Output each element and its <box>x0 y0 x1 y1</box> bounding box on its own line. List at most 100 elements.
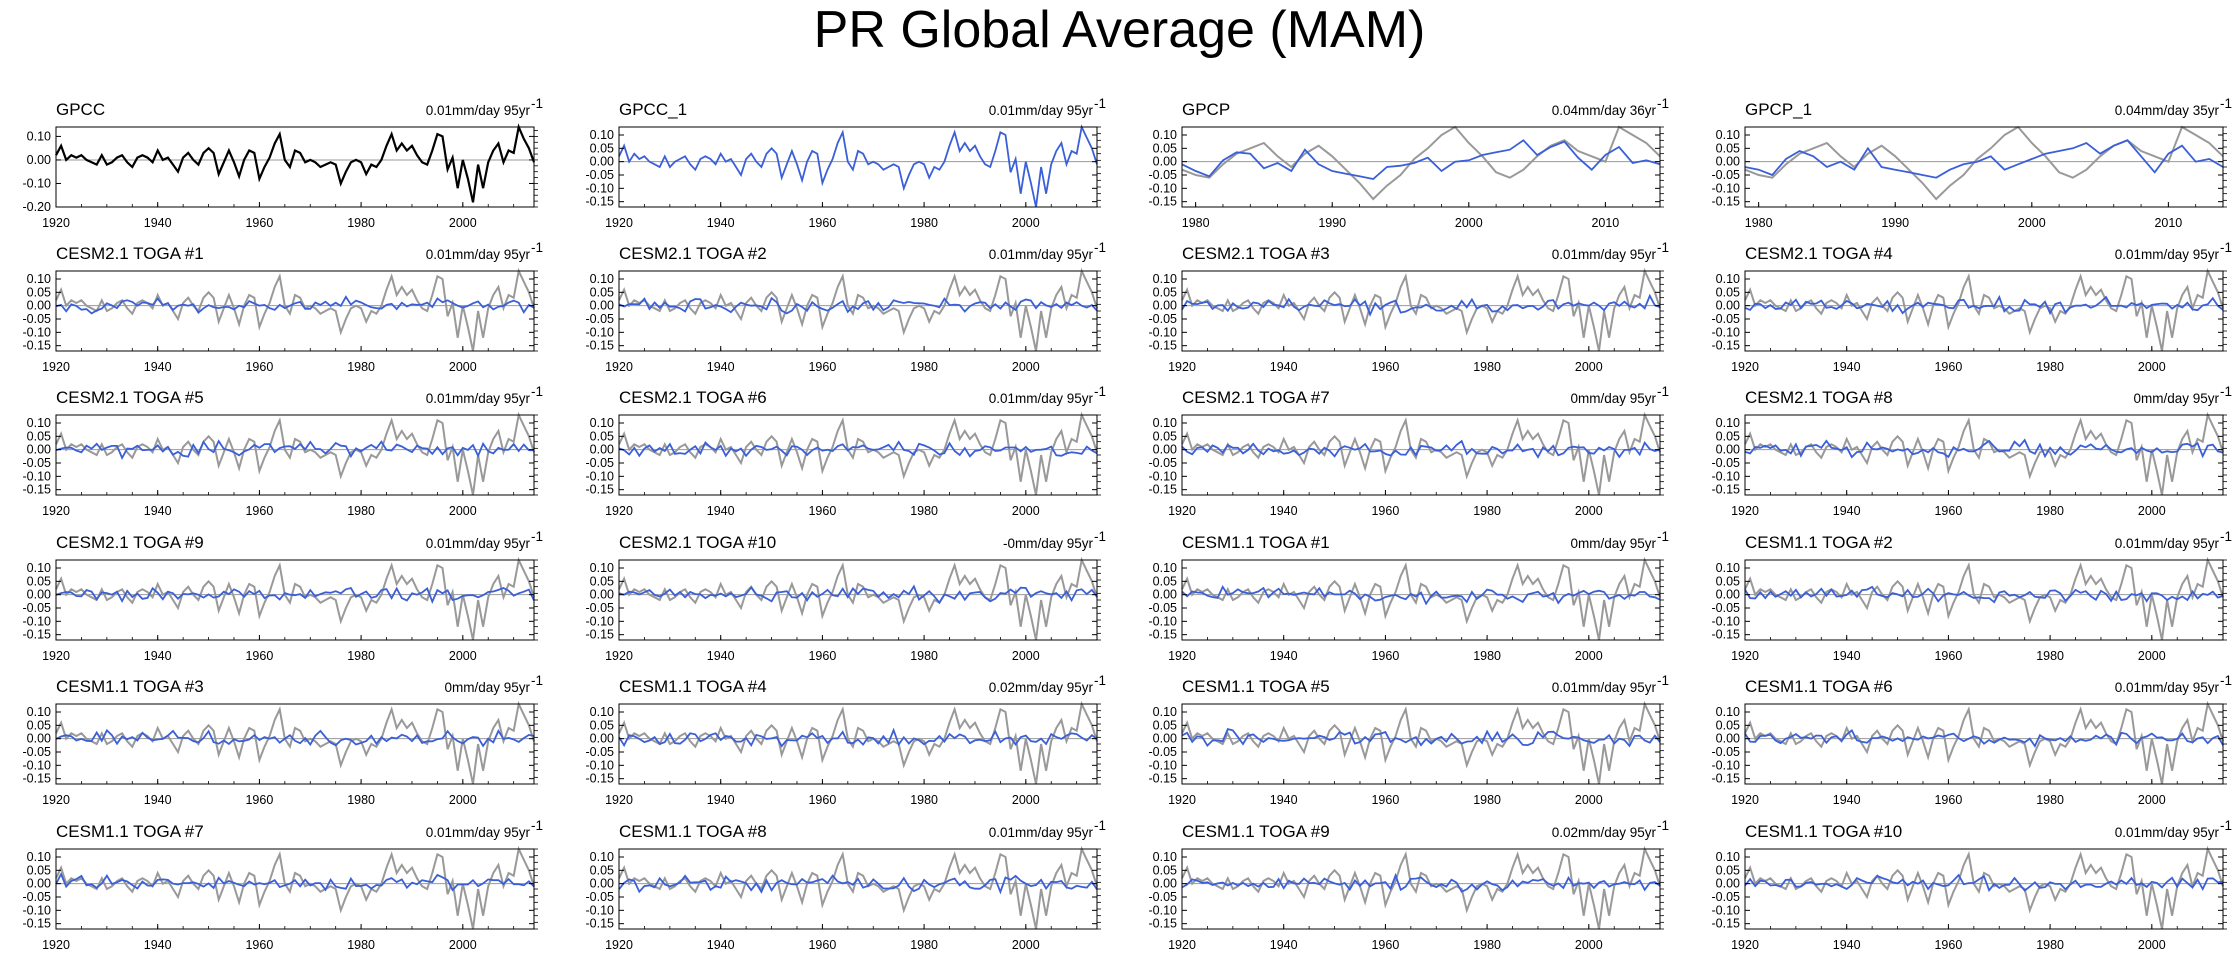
x-tick-label: 1920 <box>42 216 70 230</box>
x-tick-label: 1920 <box>605 938 633 952</box>
panel-title: CESM2.1 TOGA #2 <box>619 244 767 263</box>
y-tick-label: -0.10 <box>586 903 615 917</box>
y-tick-label: -0.15 <box>586 628 615 642</box>
panel-trend: 0.01mm/day 95yr <box>2115 680 2220 695</box>
trend-superscript: -1 <box>531 384 543 399</box>
panel-title: CESM2.1 TOGA #3 <box>1182 244 1330 263</box>
y-tick-label: 0.00 <box>27 877 51 891</box>
x-tick-label: 1940 <box>1833 504 1861 518</box>
y-tick-label: 0.10 <box>590 272 614 286</box>
y-tick-label: -0.05 <box>586 312 615 326</box>
x-tick-label: 1920 <box>605 649 633 663</box>
x-tick-label: 1980 <box>1473 649 1501 663</box>
x-tick-label: 1980 <box>347 504 375 518</box>
trend-superscript: -1 <box>2220 384 2232 399</box>
x-tick-label: 1980 <box>347 216 375 230</box>
y-tick-label: 0.00 <box>590 588 614 602</box>
x-tick-label: 2000 <box>1012 938 1040 952</box>
x-tick-label: 2000 <box>1575 938 1603 952</box>
observed-series-line <box>1181 700 1661 785</box>
y-tick-label: 0.10 <box>27 272 51 286</box>
model-series-line <box>618 296 1098 315</box>
y-tick-label: 0.10 <box>1716 272 1740 286</box>
x-tick-label: 2000 <box>2138 793 2166 807</box>
panel-cesm2-1-toga-1: CESM2.1 TOGA #1 0.01mm/day 95yr -1 0.100.05… <box>23 240 544 374</box>
y-tick-label: -0.10 <box>1149 181 1178 195</box>
y-tick-label: 0.00 <box>1716 443 1740 457</box>
panel-trend: 0.02mm/day 95yr <box>1552 825 1657 840</box>
y-tick-label: 0.10 <box>1716 705 1740 719</box>
panel-cesm1-1-toga-3: CESM1.1 TOGA #3 0mm/day 95yr -1 0.100.050.0… <box>23 673 544 807</box>
panel-title: CESM2.1 TOGA #8 <box>1745 388 1893 407</box>
x-tick-label: 1960 <box>808 504 836 518</box>
y-tick-label: -0.05 <box>1149 890 1178 904</box>
panel-cesm2-1-toga-10: CESM2.1 TOGA #10 -0mm/day 95yr -1 0.100.050… <box>586 529 1107 663</box>
panel-title: CESM1.1 TOGA #8 <box>619 822 767 841</box>
panel-cesm1-1-toga-5: CESM1.1 TOGA #5 0.01mm/day 95yr -1 0.100.05… <box>1149 673 1670 807</box>
x-tick-label: 1920 <box>42 938 70 952</box>
x-tick-label: 1960 <box>1934 360 1962 374</box>
x-tick-label: 2000 <box>449 360 477 374</box>
x-tick-label: 1920 <box>1731 938 1759 952</box>
y-tick-label: -0.10 <box>23 325 52 339</box>
y-tick-label: -0.15 <box>1149 339 1178 353</box>
panel-title: CESM2.1 TOGA #6 <box>619 388 767 407</box>
y-tick-label: 0.05 <box>27 285 51 299</box>
x-tick-label: 1960 <box>808 793 836 807</box>
x-tick-label: 2000 <box>449 504 477 518</box>
model-series-line <box>1744 873 2224 893</box>
panel-title: CESM1.1 TOGA #1 <box>1182 533 1330 552</box>
y-tick-label: -0.15 <box>586 195 615 209</box>
y-tick-label: -0.15 <box>1712 339 1741 353</box>
x-tick-label: 1920 <box>605 793 633 807</box>
x-tick-label: 1980 <box>910 793 938 807</box>
y-tick-label: -0.15 <box>23 483 52 497</box>
panel-title: CESM1.1 TOGA #2 <box>1745 533 1893 552</box>
x-tick-label: 1960 <box>1371 360 1399 374</box>
x-tick-label: 2000 <box>1012 793 1040 807</box>
x-tick-label: 1940 <box>707 649 735 663</box>
observed-series-line <box>1181 267 1661 352</box>
y-tick-label: -0.05 <box>1712 168 1741 182</box>
panel-trend: 0.01mm/day 95yr <box>426 391 531 406</box>
y-tick-label: 0.10 <box>1716 416 1740 430</box>
observed-series-line <box>1744 125 2224 201</box>
y-tick-label: 0.05 <box>590 718 614 732</box>
y-tick-label: 0.05 <box>1153 285 1177 299</box>
observed-series-line <box>1181 411 1661 496</box>
panel-trend: 0.01mm/day 95yr <box>2115 536 2220 551</box>
panel-trend: 0.04mm/day 36yr <box>1552 103 1657 118</box>
y-tick-label: -0.10 <box>1712 903 1741 917</box>
x-tick-label: 2000 <box>449 938 477 952</box>
y-tick-label: -0.15 <box>1712 917 1741 931</box>
panel-trend: 0.01mm/day 95yr <box>989 103 1094 118</box>
y-tick-label: -0.10 <box>586 758 615 772</box>
panel-title: GPCP <box>1182 100 1230 119</box>
y-tick-label: 0.05 <box>1716 574 1740 588</box>
panel-gpcp-1: GPCP_1 0.04mm/day 35yr -1 0.100.050.00-0.05… <box>1712 96 2233 230</box>
model-series-line <box>1181 293 1661 317</box>
model-series-line <box>55 586 535 604</box>
y-tick-label: 0.00 <box>1153 155 1177 169</box>
x-tick-label: 1980 <box>1745 216 1773 230</box>
y-tick-label: -0.10 <box>1149 469 1178 483</box>
observed-series-line <box>55 123 536 203</box>
trend-superscript: -1 <box>1657 384 1669 399</box>
x-tick-label: 2000 <box>1575 504 1603 518</box>
x-tick-label: 1940 <box>144 938 172 952</box>
x-tick-label: 1980 <box>1473 360 1501 374</box>
x-tick-label: 1980 <box>910 649 938 663</box>
x-tick-label: 2000 <box>2138 938 2166 952</box>
x-tick-label: 1960 <box>245 938 273 952</box>
y-tick-label: 0.00 <box>27 732 51 746</box>
y-tick-label: -0.10 <box>586 325 615 339</box>
y-tick-label: 0.05 <box>590 574 614 588</box>
x-tick-label: 1980 <box>910 938 938 952</box>
model-series-line <box>1744 139 2224 179</box>
x-tick-label: 1920 <box>605 504 633 518</box>
panel-title: CESM2.1 TOGA #1 <box>56 244 204 263</box>
x-tick-label: 1940 <box>1270 793 1298 807</box>
x-tick-label: 1920 <box>1731 360 1759 374</box>
y-tick-label: 0.10 <box>590 705 614 719</box>
